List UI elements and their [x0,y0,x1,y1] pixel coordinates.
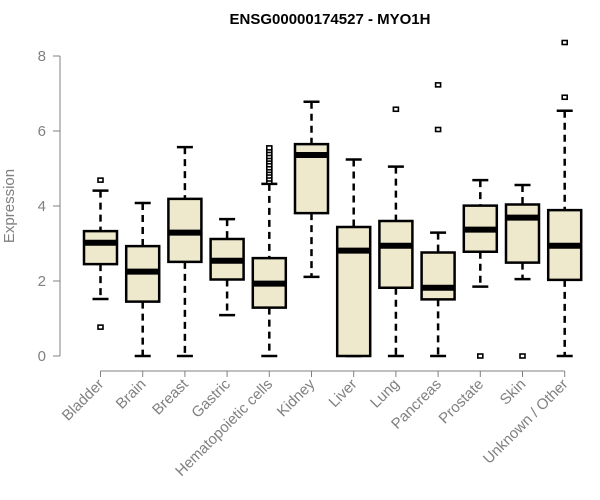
boxes [82,39,583,359]
y-tick-label: 6 [38,123,46,140]
outlier-point [97,177,104,183]
box-iqr [378,219,414,289]
box-brain [124,201,161,358]
x-tick-label: Prostate [436,376,488,428]
outlier-point [265,145,273,151]
y-tick-label: 0 [38,348,46,365]
x-tick-label: Brain [113,376,150,413]
box-skin [504,183,541,359]
y-tick-label: 8 [38,48,46,65]
outlier-point [561,94,569,101]
box-gastric [209,217,245,317]
y-tick-label: 4 [38,198,46,215]
box-iqr [82,229,119,266]
box-hematopoietic-cells [251,145,288,358]
x-tick-label: Skin [497,376,530,409]
outlier-point [392,106,400,113]
x-tick-label: Kidney [274,375,319,420]
outlier-point [434,82,442,88]
box-prostate [462,178,499,359]
x-tick-label: Bladder [59,376,108,425]
outlier-point [561,39,569,46]
box-pancreas [420,82,456,358]
box-iqr [335,225,372,358]
box-iqr [504,203,541,264]
box-bladder [82,177,119,330]
box-lung [378,106,414,358]
box-unknown-other [546,39,583,358]
x-tick-label: Liver [326,376,361,411]
chart-title: ENSG00000174527 - MYO1H [230,11,431,28]
box-kidney [293,100,330,279]
box-liver [335,158,372,358]
y-tick-label: 2 [38,273,46,290]
outlier-point [519,353,526,359]
x-tick-label: Breast [149,375,192,418]
y-axis-label: Expression [1,169,18,243]
x-tick-label: Lung [367,376,403,412]
outlier-point [476,353,484,359]
outlier-point [434,126,442,133]
box-iqr [420,251,456,301]
box-breast [167,145,203,358]
y-axis: 0 2 4 6 8 [38,48,61,365]
outlier-point [97,324,104,330]
